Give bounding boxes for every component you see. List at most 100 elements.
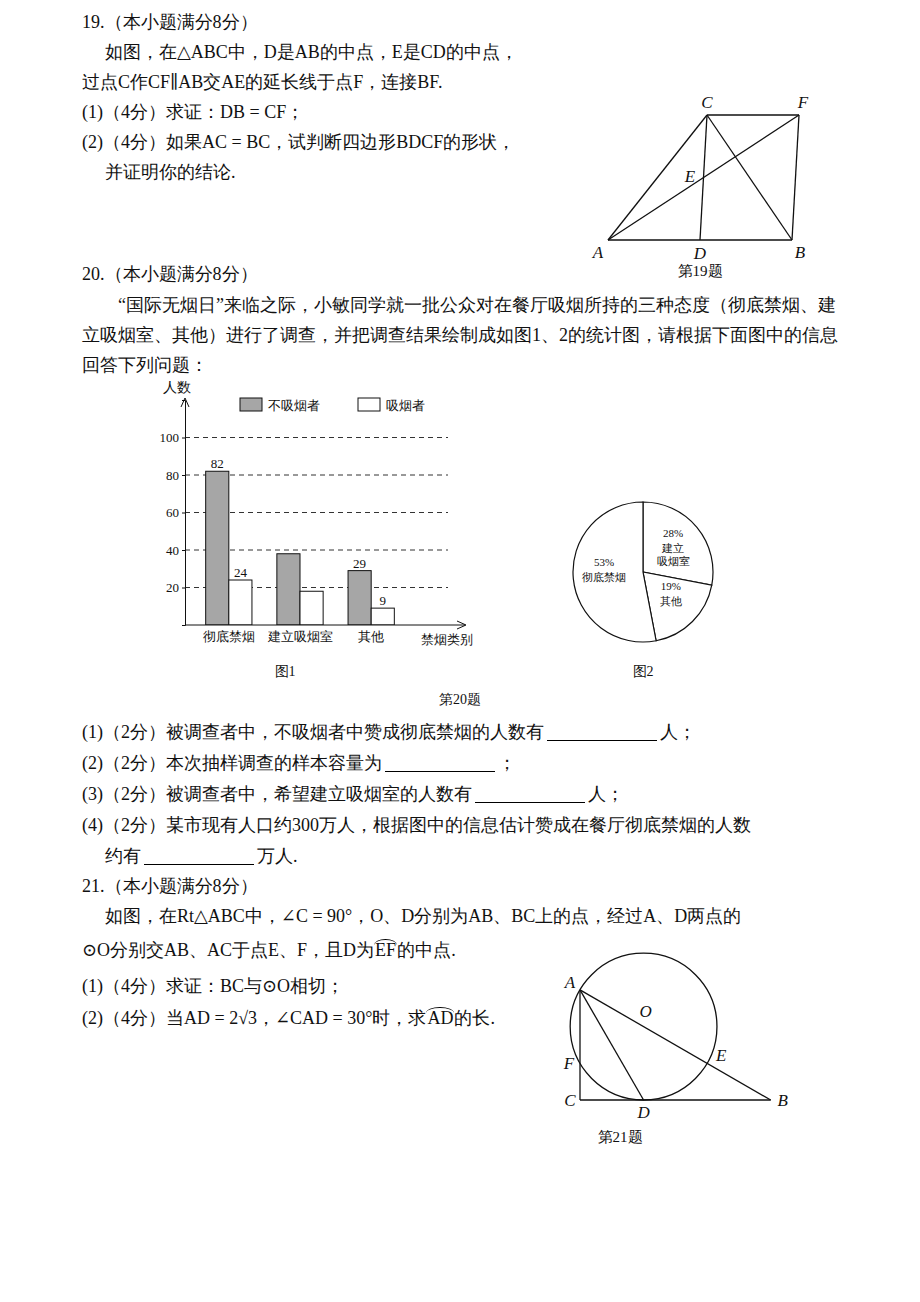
legend-swatch (358, 398, 380, 411)
text: 如图，在Rt△ABC中，∠C = 90°，O、D分别为AB、BC上的点，经过A、… (105, 906, 741, 926)
text-line: ⊙O分别交AB、AC于点E、F，且D为EF的中点. (82, 938, 456, 962)
legend-label: 吸烟者 (386, 398, 425, 413)
text: 20.（本小题满分8分） (82, 264, 258, 284)
tick-label: 80 (166, 468, 179, 483)
axis-arrow (457, 621, 466, 629)
text: (1)（2分）被调查者中，不吸烟者中赞成彻底禁烟的人数有 (82, 722, 544, 742)
text-line: 19.（本小题满分8分） (82, 10, 258, 34)
figure-21: AOEFCDB第21题 (563, 953, 789, 1145)
text-line: (3)（2分）被调查者中，希望建立吸烟室的人数有 人； (82, 782, 624, 806)
text-line: (2)（4分）当AD = 2√3，∠CAD = 30°时，求AD的长. (82, 1006, 495, 1030)
text: 的长. (454, 1008, 495, 1028)
point-label: F (563, 1054, 575, 1073)
text-line: (1)（2分）被调查者中，不吸烟者中赞成彻底禁烟的人数有 人； (82, 720, 696, 744)
tick-label: 彻底禁烟 (203, 629, 255, 644)
tick: 60 (166, 505, 185, 520)
text: ； (498, 753, 516, 773)
text: (2)（2分）本次抽样调查的样本容量为 (82, 753, 382, 773)
bar (206, 471, 229, 625)
text-line: 20.（本小题满分8分） (82, 262, 258, 286)
bar (229, 580, 252, 625)
text: 的中点. (397, 940, 456, 960)
caption: 图2 (633, 664, 654, 679)
bars (206, 471, 395, 625)
pie-slice (573, 502, 656, 642)
segment (580, 990, 771, 1100)
answer-blank (547, 722, 657, 741)
data-label: 53% (594, 556, 614, 568)
segment (707, 114, 799, 115)
slice-label: 建立吸烟室 (657, 542, 690, 567)
segment (792, 115, 799, 240)
text-line: 如图，在△ABC中，D是AB的中点，E是CD的中点， (105, 40, 518, 64)
caption: 第21题 (598, 1129, 643, 1145)
figures: CFEADB第19题AOEFCDB第21题822924920406080100彻… (0, 0, 920, 1302)
text-line: 如图，在Rt△ABC中，∠C = 90°，O、D分别为AB、BC上的点，经过A、… (105, 904, 741, 928)
x-axis: 彻底禁烟建立吸烟室其他 (203, 629, 384, 644)
caption: 图1 (275, 664, 296, 679)
text: (1)（4分）求证：DB = CF； (82, 102, 304, 122)
text-line: 约有 万人. (105, 844, 298, 868)
text: 人； (660, 722, 696, 742)
text: 万人. (257, 846, 298, 866)
text-line: (1)（4分）求证：DB = CF； (82, 100, 304, 124)
tick-mark (182, 513, 185, 514)
data-label: 19% (661, 580, 681, 592)
point-label: C (701, 93, 713, 112)
legend-label: 不吸烟者 (268, 398, 320, 413)
text: 约有 (105, 846, 141, 866)
segment (608, 115, 799, 240)
pie-slice (643, 502, 713, 585)
arc-notation: AD (426, 1007, 454, 1028)
text: (3)（2分）被调查者中，希望建立吸烟室的人数有 (82, 784, 472, 804)
tick-mark (182, 475, 185, 476)
point-label: D (693, 244, 707, 263)
axis-line (185, 625, 465, 626)
slice-label: 彻底禁烟 (582, 571, 626, 583)
text-line: 21.（本小题满分8分） (82, 874, 258, 898)
tick-mark (182, 588, 185, 589)
tick: 彻底禁烟 (203, 629, 255, 644)
text: (2)（4分）当AD = 2√3，∠CAD = 30°时，求 (82, 1008, 426, 1028)
axis-title: 禁烟类别 (421, 632, 473, 647)
arc-notation: EF (374, 939, 397, 960)
point-label: A (592, 243, 604, 262)
point-label: F (797, 93, 809, 112)
caption: 第20题 (439, 692, 481, 707)
segment (608, 115, 707, 240)
segment (580, 990, 644, 1100)
text-line: (2)（2分）本次抽样调查的样本容量为 ； (82, 751, 516, 775)
tick: 100 (160, 430, 186, 445)
tick: 20 (166, 580, 185, 595)
tick-label: 60 (166, 505, 179, 520)
text: 19.（本小题满分8分） (82, 12, 258, 32)
text-line: (2)（4分）如果AC = BC，试判断四边形BDCF的形状， (82, 130, 515, 154)
axis-line (182, 401, 186, 626)
point-label: E (715, 1046, 727, 1065)
data-label: 24 (234, 565, 248, 580)
slice-label-line: 其他 (660, 595, 682, 607)
text: (4)（2分）某市现有人口约300万人，根据图中的信息估计赞成在餐厅彻底禁烟的人… (82, 815, 751, 835)
axis-title: 人数 (163, 380, 191, 395)
data-label: 28% (663, 527, 683, 539)
y-axis: 20 40 60 80 100 (160, 401, 186, 626)
page: 19.（本小题满分8分）如图，在△ABC中，D是AB的中点，E是CD的中点，过点… (0, 0, 920, 1302)
text: 并证明你的结论. (105, 162, 236, 182)
pie-chart: 28% 建立吸烟室 19% 其他 53% 彻底禁烟 (573, 502, 713, 642)
tick: 40 (166, 543, 185, 558)
slice-label: 其他 (660, 595, 682, 607)
text-line: 并证明你的结论. (105, 160, 236, 184)
axis-arrow (181, 398, 189, 407)
text: 21.（本小题满分8分） (82, 876, 258, 896)
tick-mark (182, 550, 185, 551)
tick-label: 40 (166, 543, 179, 558)
grid-line (185, 437, 448, 438)
data-label: 9 (380, 593, 387, 608)
segment (579, 990, 580, 1100)
text: ⊙O分别交AB、AC于点E、F，且D为 (82, 940, 374, 960)
tick-label: 20 (166, 580, 179, 595)
legend: 不吸烟者 吸烟者 (240, 398, 425, 413)
text-line: (1)（4分）求证：BC与⊙O相切； (82, 974, 344, 998)
text: 人； (588, 784, 624, 804)
caption: 第19题 (678, 263, 723, 279)
